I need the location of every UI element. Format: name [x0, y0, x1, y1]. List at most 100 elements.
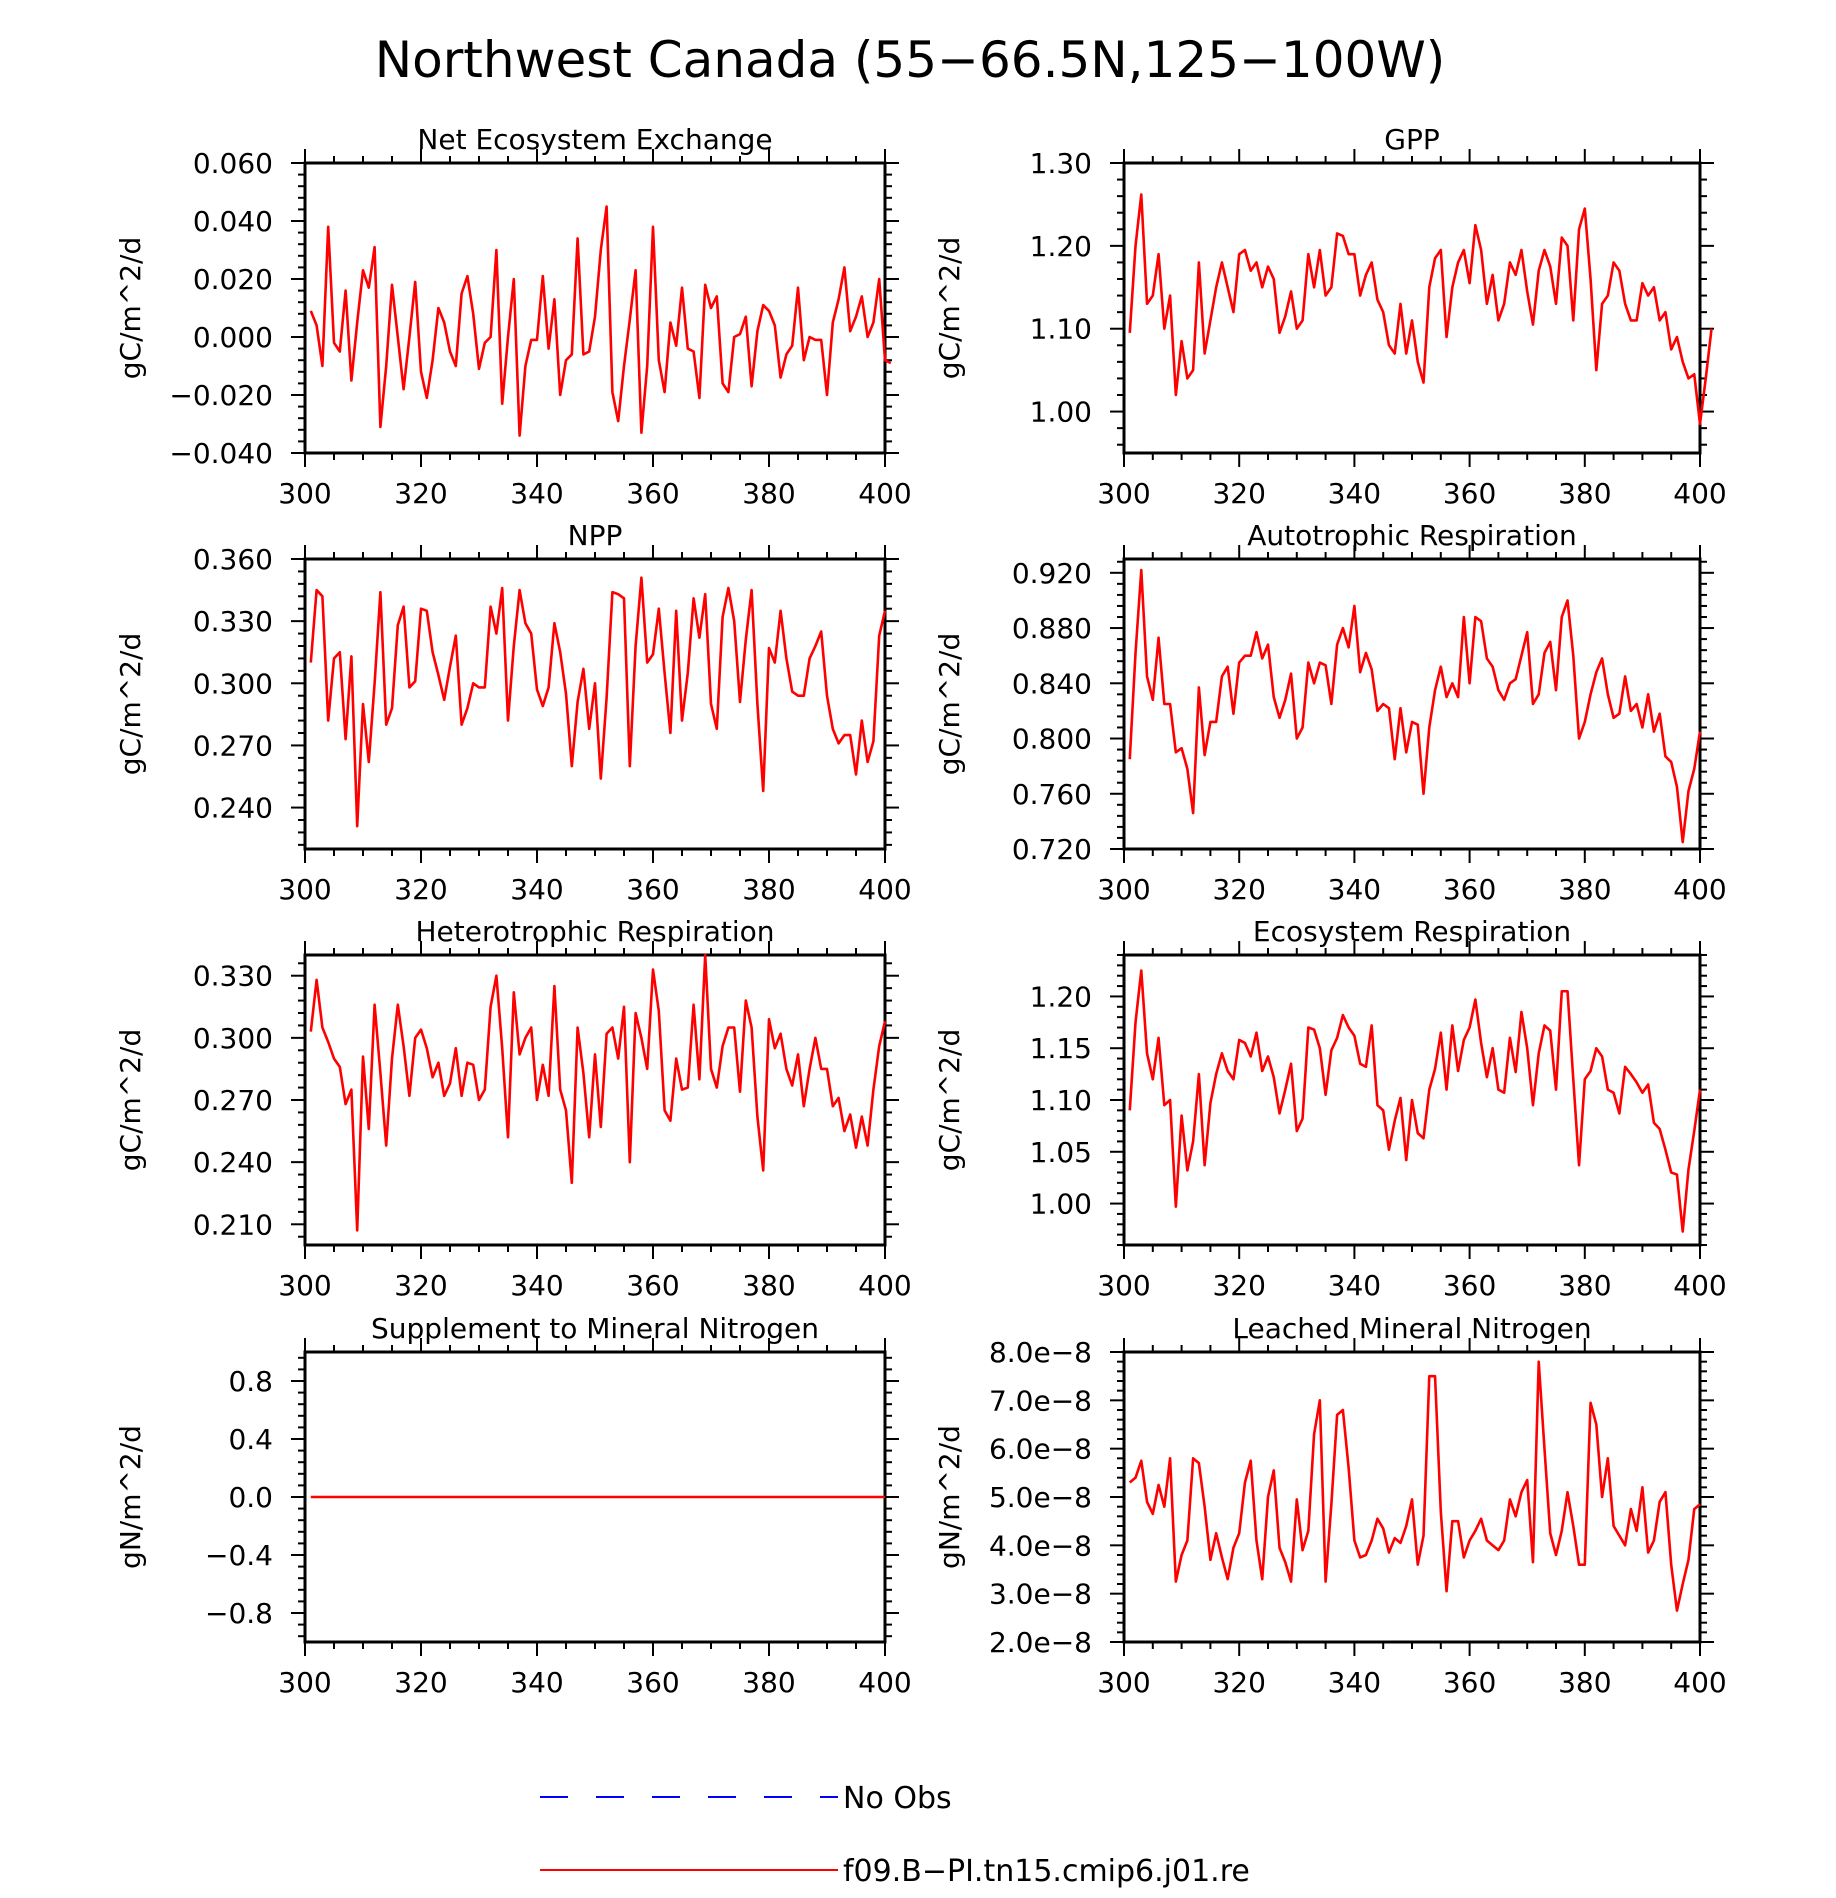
- legend-model-label: f09.B−PI.tn15.cmip6.j01.re: [843, 1854, 1250, 1889]
- panel-8: Leached Mineral Nitrogen gN/m^2/d 300 320 34…: [933, 1312, 1727, 1699]
- y-tick-label: 1.00: [1030, 1188, 1092, 1221]
- x-tick-label: 400: [858, 1666, 911, 1699]
- series-line: [309, 576, 887, 828]
- x-tick-label: 400: [1673, 873, 1726, 906]
- x-tick-label: 380: [742, 873, 795, 906]
- x-tick-label: 380: [1558, 1269, 1611, 1302]
- x-tick-label: 300: [1097, 873, 1150, 906]
- panel-4: Autotrophic Respiration gC/m^2/d 300 320 340…: [933, 519, 1727, 906]
- x-tick-label: 320: [1212, 1666, 1265, 1699]
- y-tick-label: 0.240: [193, 1146, 273, 1179]
- x-tick-label: 340: [510, 873, 563, 906]
- x-tick-label: 340: [1328, 873, 1381, 906]
- plot-frame: [1122, 557, 1702, 851]
- y-tick-label: 8.0e−8: [989, 1336, 1092, 1369]
- y-tick-label: 0.760: [1012, 778, 1092, 811]
- x-tick-label: 380: [1558, 477, 1611, 510]
- y-axis-label: gC/m^2/d: [933, 1029, 966, 1172]
- y-tick-label: 6.0e−8: [989, 1433, 1092, 1466]
- x-tick-label: 320: [1212, 1269, 1265, 1302]
- y-tick-label: 0.040: [193, 205, 273, 238]
- y-axis-label: gC/m^2/d: [114, 237, 147, 380]
- series-line: [309, 205, 892, 437]
- panel-title: GPP: [1384, 123, 1439, 156]
- y-axis-label: gC/m^2/d: [114, 633, 147, 776]
- y-tick-label: −0.020: [169, 379, 273, 412]
- y-axis-label: gN/m^2/d: [114, 1425, 147, 1569]
- y-tick-label: 0.330: [193, 960, 273, 993]
- y-tick-label: 0.0: [228, 1481, 273, 1514]
- x-tick-label: 360: [1443, 1666, 1496, 1699]
- y-tick-label: 0.360: [193, 543, 273, 576]
- plot-frame: [1122, 161, 1702, 455]
- x-tick-label: 400: [858, 477, 911, 510]
- x-tick-label: 340: [1328, 1666, 1381, 1699]
- y-tick-label: 0.8: [228, 1365, 273, 1398]
- x-tick-label: 360: [1443, 1269, 1496, 1302]
- series-line: [1128, 969, 1702, 1233]
- y-tick-label: 0.060: [193, 147, 273, 180]
- y-tick-label: 7.0e−8: [989, 1384, 1092, 1417]
- series-line: [1128, 568, 1702, 844]
- series-line: [1128, 1360, 1701, 1612]
- y-tick-label: 0.920: [1012, 557, 1092, 590]
- y-tick-label: 0.270: [193, 729, 273, 762]
- x-tick-label: 400: [858, 1269, 911, 1302]
- y-tick-label: 0.330: [193, 605, 273, 638]
- panel-3: NPP gC/m^2/d 300 320 340 360 380 400 0.240 0.270 0…: [114, 519, 912, 906]
- x-tick-label: 340: [1328, 477, 1381, 510]
- y-tick-label: 0.240: [193, 792, 273, 825]
- x-tick-label: 300: [278, 1666, 331, 1699]
- x-tick-label: 300: [278, 1269, 331, 1302]
- x-tick-label: 300: [1097, 1666, 1150, 1699]
- x-tick-label: 340: [510, 1666, 563, 1699]
- x-tick-label: 340: [1328, 1269, 1381, 1302]
- panel-title: Supplement to Mineral Nitrogen: [371, 1312, 819, 1345]
- legend: No Obs f09.B−PI.tn15.cmip6.j01.re: [540, 1781, 1250, 1889]
- y-tick-label: −0.040: [169, 437, 273, 470]
- panel-title: Autotrophic Respiration: [1247, 519, 1576, 552]
- y-tick-label: 1.30: [1030, 147, 1092, 180]
- panel-1: Net Ecosystem Exchange gC/m^2/d 300 320 340 3…: [114, 123, 912, 510]
- y-tick-label: −0.8: [205, 1597, 273, 1630]
- x-tick-label: 400: [1673, 477, 1726, 510]
- x-tick-label: 340: [510, 1269, 563, 1302]
- y-axis-label: gC/m^2/d: [933, 633, 966, 776]
- x-tick-label: 320: [394, 1666, 447, 1699]
- panel-title: Leached Mineral Nitrogen: [1232, 1312, 1591, 1345]
- x-tick-label: 320: [394, 1269, 447, 1302]
- y-tick-label: 5.0e−8: [989, 1481, 1092, 1514]
- panels-group: Net Ecosystem Exchange gC/m^2/d 300 320 340 3…: [114, 123, 1727, 1699]
- x-tick-label: 400: [1673, 1269, 1726, 1302]
- y-tick-label: 1.05: [1030, 1136, 1092, 1169]
- x-tick-label: 320: [394, 477, 447, 510]
- panel-title: Heterotrophic Respiration: [416, 915, 775, 948]
- y-tick-label: 0.210: [193, 1208, 273, 1241]
- x-tick-label: 300: [1097, 1269, 1150, 1302]
- x-tick-label: 300: [1097, 477, 1150, 510]
- x-tick-label: 380: [742, 1666, 795, 1699]
- y-tick-label: 1.20: [1030, 980, 1092, 1013]
- y-axis-label: gN/m^2/d: [933, 1425, 966, 1569]
- x-tick-label: 300: [278, 477, 331, 510]
- series-line: [309, 953, 887, 1232]
- x-tick-label: 360: [626, 873, 679, 906]
- y-tick-label: 0.800: [1012, 723, 1092, 756]
- x-tick-label: 380: [1558, 873, 1611, 906]
- x-tick-label: 360: [626, 1666, 679, 1699]
- y-tick-label: 0.020: [193, 263, 273, 296]
- panel-6: Ecosystem Respiration gC/m^2/d 300 320 340 36…: [933, 915, 1727, 1302]
- panel-7: Supplement to Mineral Nitrogen gN/m^2/d 30…: [114, 1312, 912, 1699]
- y-tick-label: 0.300: [193, 1022, 273, 1055]
- x-tick-label: 360: [626, 1269, 679, 1302]
- x-tick-label: 300: [278, 873, 331, 906]
- x-tick-label: 320: [1212, 477, 1265, 510]
- y-tick-label: 1.00: [1030, 396, 1092, 429]
- y-tick-label: 0.000: [193, 321, 273, 354]
- x-tick-label: 340: [510, 477, 563, 510]
- x-tick-label: 380: [742, 1269, 795, 1302]
- x-tick-label: 380: [742, 477, 795, 510]
- panel-title: Ecosystem Respiration: [1253, 915, 1571, 948]
- figure-title: Northwest Canada (55−66.5N,125−100W): [375, 31, 1446, 89]
